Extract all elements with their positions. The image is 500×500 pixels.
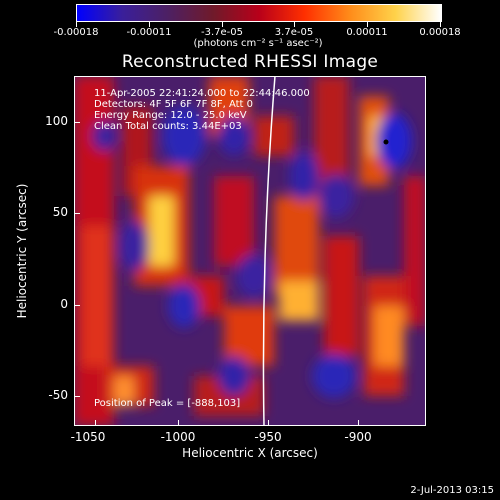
x-tick-label: -1000 [160, 430, 196, 444]
x-tick-label: -950 [254, 430, 282, 444]
plot-title: Reconstructed RHESSI Image [121, 52, 379, 72]
y-axis-label: Heliocentric Y (arcsec) [15, 183, 29, 319]
colorbar [76, 4, 442, 22]
colorbar-gradient [77, 5, 441, 21]
colorbar-tick-label: -3.7e-05 [201, 27, 243, 38]
colorbar-tick-label: 3.7e-05 [274, 27, 314, 38]
timestamp: 2-Jul-2013 03:15 [410, 485, 494, 496]
clean-counts-text: Clean Total counts: 3.44E+03 [94, 121, 242, 132]
colorbar-units: (photons cm⁻² s⁻¹ asec⁻²) [193, 38, 323, 49]
y-tick-label: 100 [45, 114, 68, 128]
colorbar-tick-label: -0.00018 [53, 27, 99, 38]
y-tick-label: 50 [52, 205, 68, 219]
colorbar-tick-label: 0.00011 [346, 27, 388, 38]
peak-position-text: Position of Peak = [-888,103] [94, 398, 241, 409]
colorbar-tick-label: -0.00011 [126, 27, 172, 38]
x-tick-label: -1050 [70, 430, 106, 444]
energy-range-text: Energy Range: 12.0 - 25.0 keV [94, 110, 247, 121]
colorbar-tick-label: 0.00018 [419, 27, 461, 38]
detectors-text: Detectors: 4F 5F 6F 7F 8F, Att 0 [94, 99, 254, 110]
x-axis-label: Heliocentric X (arcsec) [182, 446, 318, 460]
plot-frame [74, 76, 426, 426]
y-tick-label: -50 [48, 388, 68, 402]
time-range-text: 11-Apr-2005 22:41:24.000 to 22:44:46.000 [94, 88, 310, 99]
y-tick-label: 0 [60, 297, 68, 311]
rhessi-image [74, 76, 426, 426]
x-tick-label: -900 [344, 430, 372, 444]
